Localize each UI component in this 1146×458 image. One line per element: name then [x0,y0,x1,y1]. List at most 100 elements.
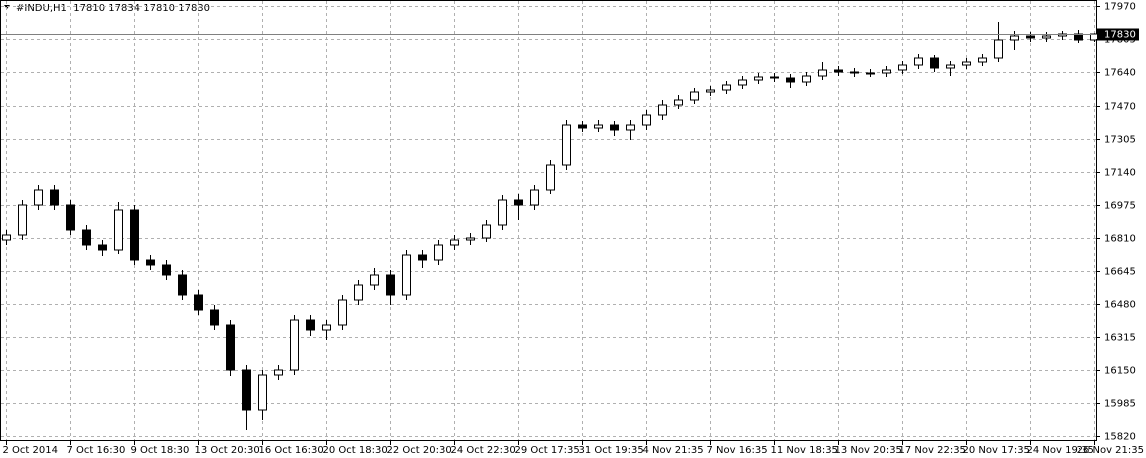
candle-body [466,237,475,241]
x-tick-label: 4 Nov 21:35 [643,445,704,456]
candle-body [818,69,827,77]
candle-body [754,76,763,81]
candle-body [98,244,107,251]
y-tick-label: 16975 [1104,201,1136,212]
candle-body [450,239,459,246]
candle-body [34,189,43,206]
candle-body [50,189,59,206]
y-tick-label: 17470 [1104,102,1136,113]
candle-body [114,209,123,251]
candle-body [578,124,587,129]
candle-body [962,61,971,66]
candle-body [290,319,299,371]
x-tick-label: 31 Oct 19:35 [579,445,644,456]
candle-body [274,369,283,376]
candle-body [354,284,363,301]
candle-body [706,89,715,93]
x-tick-label: 2 Oct 2014 [3,445,58,456]
candle-body [642,114,651,126]
x-tick-label: 17 Nov 22:35 [899,445,966,456]
x-tick-label: 29 Oct 17:35 [515,445,580,456]
x-tick-label: 11 Nov 18:35 [771,445,838,456]
candle-body [210,309,219,326]
candle-body [658,104,667,116]
y-tick-label: 16315 [1104,333,1136,344]
chart-header: #INDU,H1 17810 17834 17810 17830 [16,3,210,14]
candle-body [322,324,331,331]
candle-body [130,209,139,261]
candle-body [402,254,411,296]
y-tick-label: 17640 [1104,68,1136,79]
candle-body [690,91,699,101]
candle-body [338,299,347,326]
last-price-box [1097,28,1139,41]
candle-body [994,39,1003,59]
candle-body [434,244,443,261]
candle-body [514,199,523,206]
candle-body [978,57,987,63]
candles [2,22,1099,430]
candle-body [674,99,683,106]
candle-body [866,72,875,75]
candle-body [946,64,955,69]
y-tick-label: 15985 [1104,399,1136,410]
x-tick-label: 22 Oct 20:30 [387,445,452,456]
y-tick-label: 17305 [1104,135,1136,146]
candle-body [850,71,859,74]
candle-body [722,84,731,91]
candle-body [898,64,907,71]
x-tick-label: 7 Nov 16:35 [707,445,768,456]
y-tick-label: 16150 [1104,366,1136,377]
y-tick-label: 16645 [1104,267,1136,278]
candle-body [498,199,507,226]
x-tick-label: 24 Oct 22:30 [451,445,516,456]
candle-body [146,259,155,266]
x-tick-label: 13 Nov 20:35 [835,445,902,456]
candle-body [914,57,923,66]
x-tick-label: 20 Oct 18:30 [323,445,388,456]
candle-body [786,77,795,83]
candle-body [82,229,91,246]
candle-body [530,189,539,206]
candle-body [738,79,747,86]
candle-body [1042,35,1051,39]
candle-body [386,274,395,296]
x-tick-label: 7 Oct 16:30 [67,445,126,456]
candle-body [242,369,251,411]
candle-body [178,274,187,296]
candle-body [258,374,267,411]
x-tick-label: 26 Nov 21:35 [1077,445,1144,456]
candle-body [370,274,379,286]
candle-body [18,204,27,236]
y-tick-label: 15820 [1104,432,1136,443]
candle-body [1026,35,1035,39]
y-tick-label: 17970 [1104,2,1136,13]
candle-body [482,224,491,239]
candle-body [194,294,203,311]
candle-body [306,319,315,331]
x-tick-label: 16 Oct 16:30 [259,445,324,456]
y-tick-label: 16480 [1104,300,1136,311]
x-tick-label: 9 Oct 18:30 [131,445,190,456]
candle-body [66,204,75,231]
x-tick-label: 20 Nov 17:35 [963,445,1030,456]
candle-body [610,124,619,131]
candle-body [626,124,635,131]
candle-body [834,69,843,73]
y-tick-label: 17140 [1104,168,1136,179]
candle-body [1010,35,1019,41]
candle-body [226,324,235,371]
candle-body [770,76,779,79]
candle-body [930,57,939,69]
candle-body [418,254,427,261]
candle-body [546,164,555,191]
candle-body [162,264,171,276]
candle-body [882,69,891,74]
candle-body [594,124,603,129]
last-price-label: 17830 [1104,30,1136,41]
y-tick-label: 16810 [1104,234,1136,245]
x-tick-label: 13 Oct 20:30 [195,445,260,456]
x-tick-label: 24 Nov 19:35 [1027,445,1094,456]
plot-frame [0,0,1097,441]
